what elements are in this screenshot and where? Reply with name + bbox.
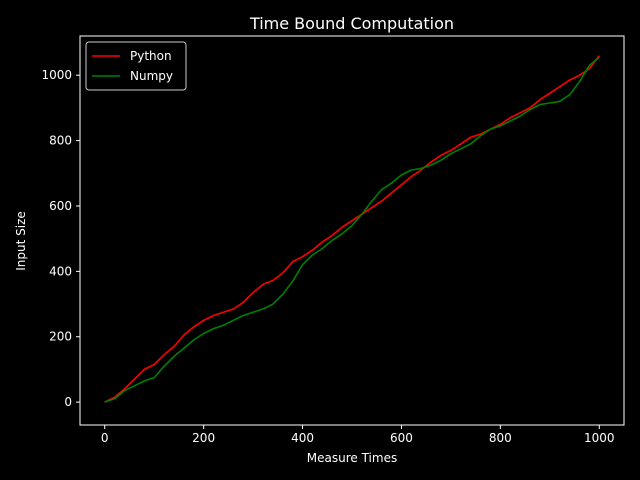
y-axis-ticks: 0 200 400 600 800 1000 bbox=[41, 68, 80, 409]
chart-title: Time Bound Computation bbox=[249, 14, 454, 33]
series-line-numpy bbox=[104, 56, 600, 403]
axes-frame bbox=[79, 35, 625, 426]
y-axis-label: Input Size bbox=[14, 211, 28, 271]
x-tick-label: 400 bbox=[291, 431, 314, 445]
y-tick-label: 400 bbox=[49, 264, 72, 278]
x-tick-label: 800 bbox=[489, 431, 512, 445]
x-axis-ticks: 0 200 400 600 800 1000 bbox=[101, 425, 615, 445]
plot-area: 0 200 400 600 800 1000 0 200 400 600 800 1000 bbox=[41, 35, 625, 445]
legend-label-python: Python bbox=[130, 49, 172, 63]
y-tick-label: 800 bbox=[49, 134, 72, 148]
series-layer bbox=[104, 55, 600, 403]
x-axis-label: Measure Times bbox=[307, 451, 397, 465]
x-tick-label: 0 bbox=[101, 431, 109, 445]
x-tick-label: 600 bbox=[390, 431, 413, 445]
y-tick-label: 200 bbox=[49, 330, 72, 344]
legend: Python Numpy bbox=[85, 41, 187, 91]
x-tick-label: 200 bbox=[192, 431, 215, 445]
x-tick-label: 1000 bbox=[584, 431, 615, 445]
y-tick-label: 600 bbox=[49, 199, 72, 213]
y-tick-label: 0 bbox=[64, 395, 72, 409]
series-line-python bbox=[104, 55, 600, 403]
y-tick-label: 1000 bbox=[41, 68, 72, 82]
legend-box bbox=[85, 41, 187, 91]
legend-label-numpy: Numpy bbox=[130, 69, 173, 83]
